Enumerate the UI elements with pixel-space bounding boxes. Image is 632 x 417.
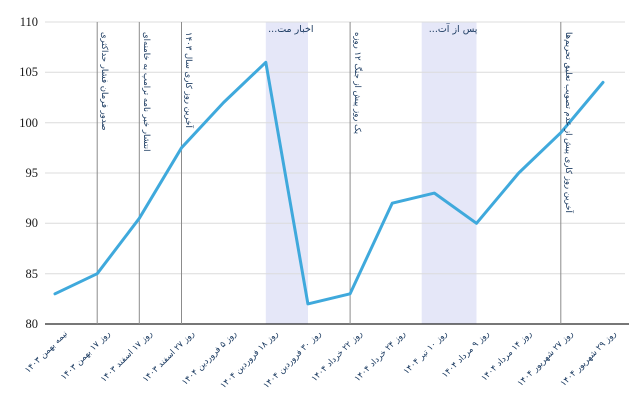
- event-annotation-label: آخرین روز کاری سال ۱۴۰۳: [183, 32, 194, 128]
- y-tick-label: 80: [25, 317, 39, 331]
- y-tick-label: 85: [25, 266, 39, 281]
- price-line: [53, 60, 605, 306]
- y-tick-label: 110: [19, 15, 38, 29]
- y-tick-label: 100: [19, 115, 38, 130]
- event-annotation-label: صدور فرمان فشار حداکثری: [99, 32, 110, 131]
- y-tick-label: 105: [19, 65, 38, 80]
- event-annotation-label: آخرین روز کاری پیش از عدم تصویب تعلیق تح…: [562, 32, 573, 213]
- event-annotation-label: انتشار خبر نامه ترامپ به خامنه‌ای: [141, 32, 152, 152]
- event-annotation-label: یک روز پیش از جنگ ۱۲ روزه: [352, 32, 363, 135]
- y-tick-label: 90: [25, 216, 39, 231]
- y-tick-label: 95: [25, 166, 39, 180]
- band-annotation-label: اخبار مت...: [268, 24, 314, 35]
- band-annotation-label: پس از آت...: [428, 24, 478, 35]
